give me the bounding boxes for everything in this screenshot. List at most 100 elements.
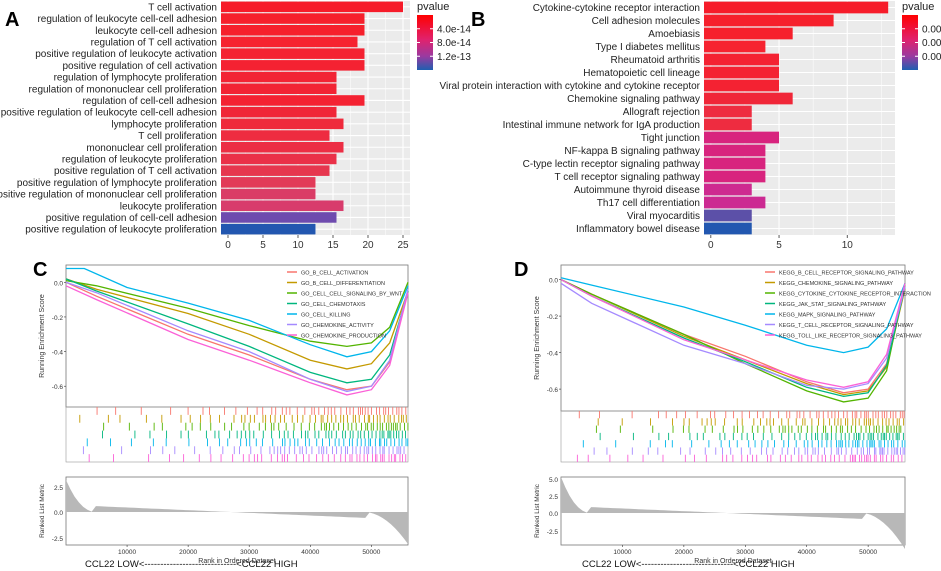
enrichment-line xyxy=(65,278,409,384)
bar xyxy=(221,223,316,235)
bar xyxy=(704,1,889,14)
category-label: regulation of mononuclear cell prolifera… xyxy=(29,84,217,95)
metric-tick-label: -2.5 xyxy=(547,529,559,536)
legend-label: KEGG_B_CELL_RECEPTOR_SIGNALING_PATHWAY xyxy=(779,271,914,277)
hits-frame xyxy=(65,406,409,463)
enrichment-line xyxy=(65,279,409,348)
category-label: positive regulation of cell-cell adhesio… xyxy=(46,213,217,224)
x-tick-label: 5 xyxy=(776,240,782,251)
bar xyxy=(704,105,752,118)
gsea-chart-c: 0.0 -0.2 -0.4 -0.6 Running Enrichment Score G… xyxy=(39,264,409,570)
category-label: mononuclear cell proliferation xyxy=(86,143,217,154)
enrichment-line xyxy=(66,267,409,358)
category-label: regulation of T cell activation xyxy=(91,37,217,48)
y-tick-label: -0.6 xyxy=(52,384,64,391)
bar xyxy=(704,27,793,40)
x-tick-label: 40000 xyxy=(798,549,816,556)
category-label: regulation of leukocyte cell-cell adhesi… xyxy=(37,14,217,25)
legend-label: KEGG_TOLL_LIKE_RECEPTOR_SIGNALING_PATHWA… xyxy=(779,334,922,340)
bar xyxy=(704,196,766,209)
category-label: Autoimmune thyroid disease xyxy=(574,185,701,196)
category-label: Tight junction xyxy=(641,133,700,144)
metric-tick-label: -2.5 xyxy=(52,536,64,543)
legend-title: pvalue xyxy=(417,1,449,13)
bar xyxy=(221,48,365,59)
bar xyxy=(704,183,752,196)
category-label: Viral protein interaction with cytokine … xyxy=(439,81,700,92)
category-label: positive regulation of mononuclear cell … xyxy=(0,190,217,201)
panel-label-c: C xyxy=(33,259,47,281)
category-label: Rheumatoid arthritis xyxy=(611,55,700,66)
bar xyxy=(221,141,344,153)
bar xyxy=(221,177,316,188)
bar-chart-b: Cytokine-cytokine receptor interaction Ce… xyxy=(439,1,941,251)
x-tick-label: 50000 xyxy=(362,549,380,556)
x-tick-label: 0 xyxy=(708,240,714,251)
y-tick-label: -0.4 xyxy=(52,350,64,357)
bar xyxy=(704,170,766,183)
metric-area xyxy=(561,477,905,549)
category-label: leukocyte cell-cell adhesion xyxy=(95,26,217,37)
legend-label: GO_CHEMOKINE_PRODUCTION xyxy=(301,334,386,340)
category-label: Chemokine signaling pathway xyxy=(567,94,700,105)
category-label: regulation of cell-cell adhesion xyxy=(82,96,217,107)
bar xyxy=(704,144,766,157)
metric-axis-label: Ranked List Metric xyxy=(39,483,46,538)
bar xyxy=(221,165,330,176)
metric-tick-label: 0.0 xyxy=(549,511,558,518)
x-axis-label: Rank in Ordered Dataset xyxy=(198,558,275,565)
bar xyxy=(221,118,344,130)
category-label: C-type lectin receptor signaling pathway xyxy=(523,159,700,170)
category-label: Cell adhesion molecules xyxy=(592,16,700,27)
bar xyxy=(704,40,766,53)
legend-label: 0.006 xyxy=(922,52,941,63)
legend-label: KEGG_MAPK_SIGNALING_PATHWAY xyxy=(779,313,876,319)
bar xyxy=(221,200,344,212)
enrichment-line xyxy=(560,279,906,403)
category-label: T cell proliferation xyxy=(138,131,217,142)
category-label: Inflammatory bowel disease xyxy=(576,224,700,235)
category-label: Viral myocarditis xyxy=(627,211,700,222)
x-tick-label: 25 xyxy=(397,240,409,251)
y-tick-label: 0.0 xyxy=(54,280,63,287)
metric-tick-label: 0.0 xyxy=(54,510,63,517)
metric-tick-label: 2.5 xyxy=(549,494,558,501)
x-tick-label: 40000 xyxy=(301,549,319,556)
bar xyxy=(221,36,358,48)
legend-label: GO_CELL_CELL_SIGNALING_BY_WNT xyxy=(301,292,403,298)
direction-caption: CCL22 LOW<-----------------------------<… xyxy=(85,559,298,570)
bar xyxy=(221,83,337,95)
x-tick-label: 5 xyxy=(260,240,266,251)
x-tick-label: 10 xyxy=(842,240,854,251)
category-label: Th17 cell differentiation xyxy=(597,198,700,209)
bar xyxy=(221,60,365,71)
legend-label: 0.004 xyxy=(922,38,941,49)
category-label: NF-kappa B signaling pathway xyxy=(564,146,700,157)
x-tick-label: 15 xyxy=(327,240,339,251)
enrichment-line xyxy=(65,285,409,396)
category-label: lymphocyte proliferation xyxy=(111,119,217,130)
bar xyxy=(704,157,766,170)
gsea-chart-d: 0.0 -0.2 -0.4 -0.6 Running Enrichment Score K… xyxy=(534,264,931,570)
y-tick-label: -0.2 xyxy=(547,314,559,321)
panel-label-d: D xyxy=(514,259,528,281)
bar xyxy=(704,92,793,105)
bar xyxy=(704,118,752,131)
legend-label: 0.002 xyxy=(922,24,941,35)
category-label: Type I diabetes mellitus xyxy=(596,42,701,53)
legend-label: GO_B_CELL_DIFFERENTIATION xyxy=(301,281,385,287)
legend-label: GO_CELL_KILLING xyxy=(301,313,351,319)
metric-axis-label: Ranked List Metric xyxy=(534,483,541,538)
y-tick-label: -0.4 xyxy=(547,351,559,358)
bar xyxy=(704,66,780,79)
enrichment-line xyxy=(65,278,409,370)
category-label: regulation of leukocyte proliferation xyxy=(62,154,217,165)
bar xyxy=(221,95,365,106)
plot-background xyxy=(704,1,895,235)
x-tick-label: 30000 xyxy=(240,549,258,556)
direction-caption: CCL22 LOW<-----------------------------<… xyxy=(582,559,795,570)
legend-label: GO_CELL_CHEMOTAXIS xyxy=(301,302,366,308)
category-label: T cell receptor signaling pathway xyxy=(555,172,700,183)
legend-label: GO_B_CELL_ACTIVATION xyxy=(301,271,368,277)
